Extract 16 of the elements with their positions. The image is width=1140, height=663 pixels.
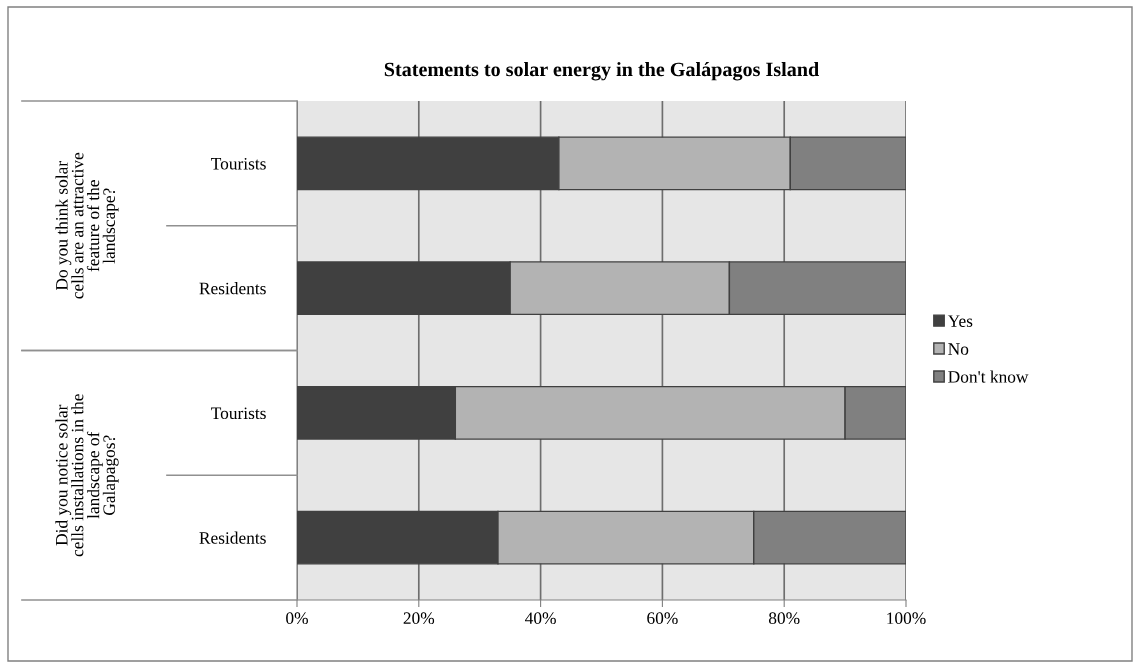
y-tick-label: Residents xyxy=(199,282,266,295)
text: Did you notice solar cells installations in the landscape of Galapagos? xyxy=(55,394,119,557)
x-tick-label: 0% xyxy=(286,612,308,625)
legend-label: No xyxy=(948,343,969,355)
x-tick-label: 20% xyxy=(403,612,435,625)
chart-title: Statements to solar energy in the Galápagos Island xyxy=(384,62,819,81)
legend-label: Yes xyxy=(947,315,973,327)
x-tick-label: 40% xyxy=(525,612,556,625)
x-tick-label: 80% xyxy=(768,612,800,625)
legend-label: Don't know xyxy=(948,370,1029,383)
x-tick-label: 100% xyxy=(887,612,926,625)
y-tick-label: Tourists xyxy=(211,407,266,420)
text: Do you think solar cells are an attractive feature of the landscape? xyxy=(55,152,119,299)
y-tick-label: Residents xyxy=(199,531,266,544)
x-tick-label: 60% xyxy=(647,612,678,625)
y-tick-label: Tourists xyxy=(211,157,266,170)
